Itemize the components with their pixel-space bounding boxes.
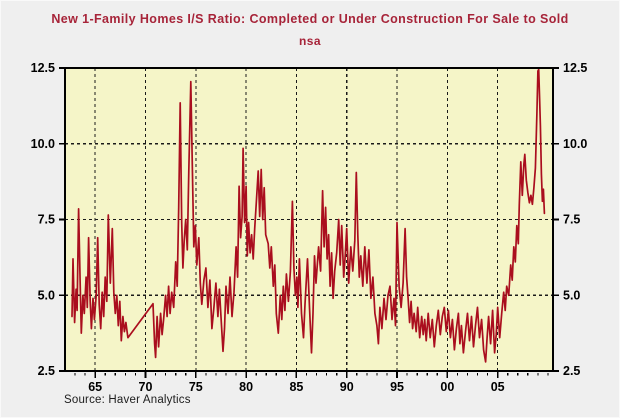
x-axis-label: 05 <box>491 380 505 394</box>
data-line <box>71 68 546 363</box>
x-axis-label: 00 <box>440 380 454 394</box>
y-axis-label-right: 2.5 <box>563 364 580 378</box>
source-label: Source: Haver Analytics <box>64 394 191 406</box>
y-axis-label-right: 10.0 <box>563 137 587 151</box>
y-axis-label-left: 10.0 <box>31 137 55 151</box>
chart-subtitle: nsa <box>299 34 321 48</box>
y-axis-label-left: 2.5 <box>38 364 55 378</box>
x-axis-label: 70 <box>139 380 153 394</box>
x-axis-label: 65 <box>88 380 102 394</box>
y-axis-label-left: 12.5 <box>31 61 55 75</box>
chart-title: New 1-Family Homes I/S Ratio: Completed … <box>51 12 569 26</box>
y-axis-label-right: 5.0 <box>563 288 580 302</box>
x-axis-label: 75 <box>189 380 203 394</box>
x-axis-label: 95 <box>390 380 404 394</box>
y-axis-label-right: 7.5 <box>563 213 580 227</box>
y-axis-label-right: 12.5 <box>563 61 587 75</box>
x-axis-label: 80 <box>239 380 253 394</box>
y-axis-label-left: 7.5 <box>38 213 55 227</box>
x-axis-label: 85 <box>289 380 303 394</box>
y-axis-label-left: 5.0 <box>38 288 55 302</box>
x-axis-label: 90 <box>340 380 354 394</box>
